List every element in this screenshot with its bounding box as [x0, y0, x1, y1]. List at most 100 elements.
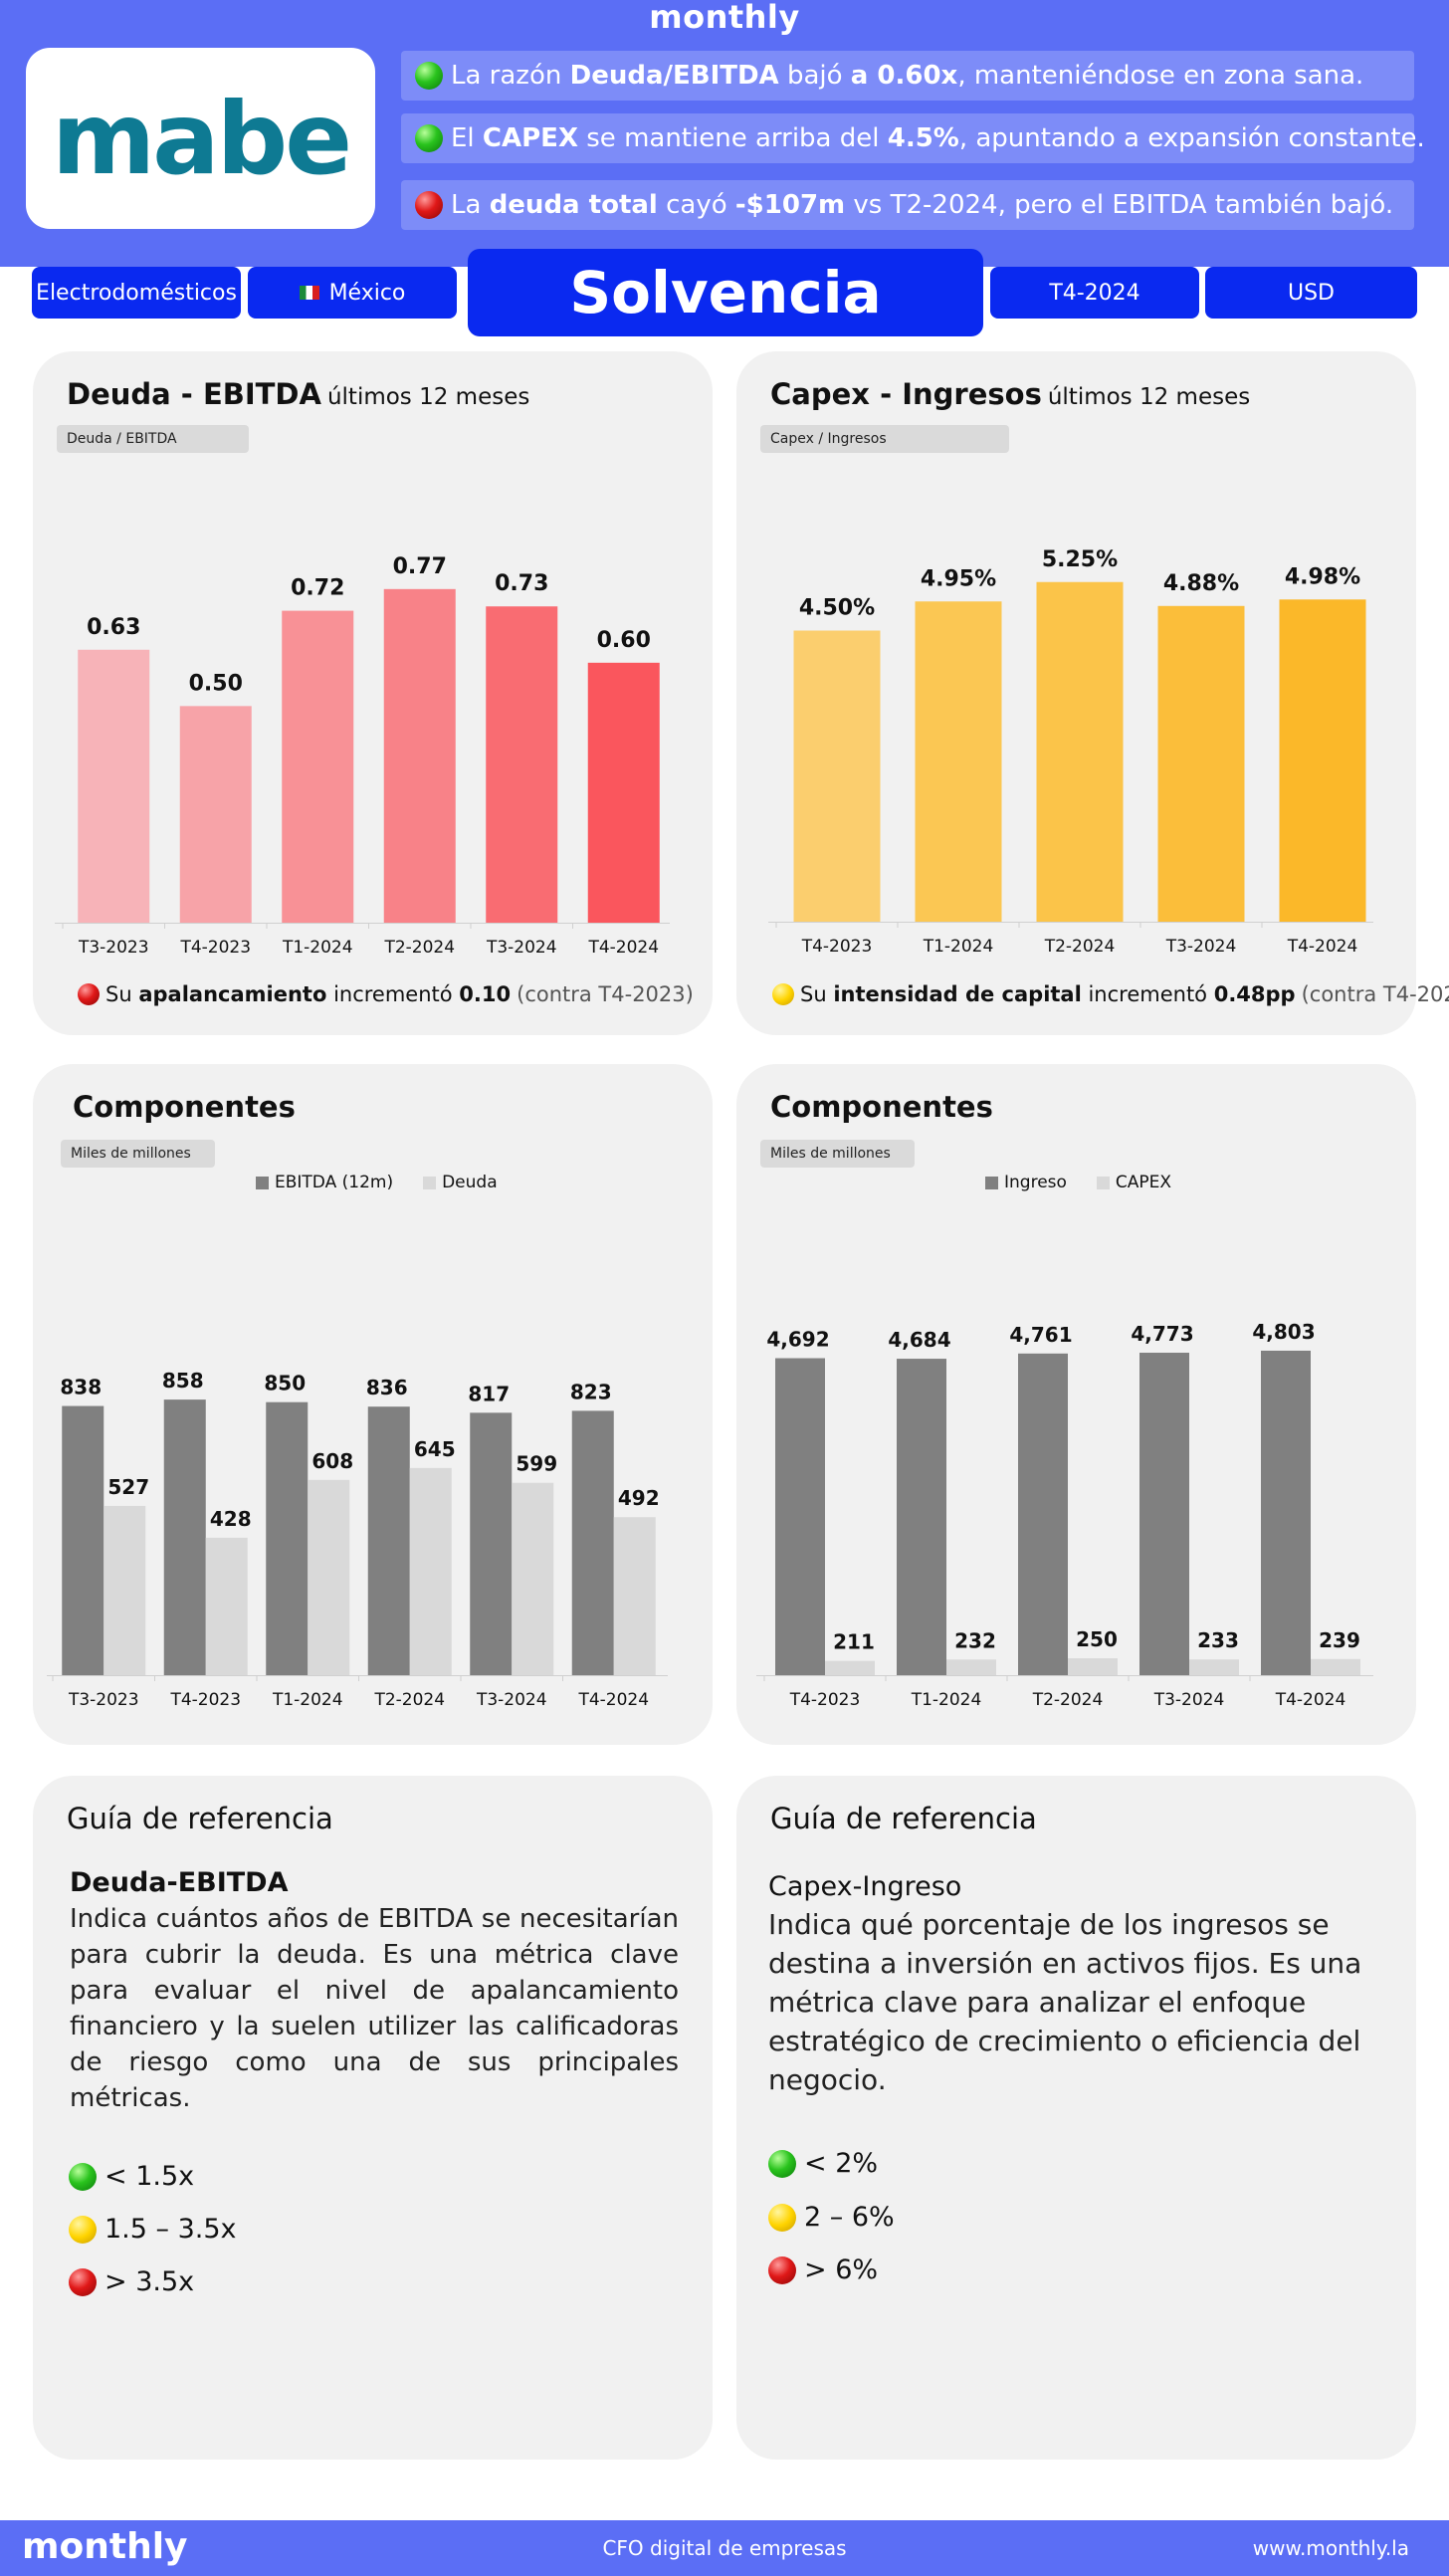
guide-right-threshold-1: < 2%: [768, 2148, 878, 2179]
bar-value-label: 4,773: [1131, 1322, 1193, 1346]
components-left-card: Componentes Miles de millones EBITDA (12…: [33, 1064, 713, 1745]
legend-label-capex: CAPEX: [1115, 1173, 1172, 1192]
green-dot-icon: [69, 2162, 97, 2191]
header-band: monthly mabe La razón Deuda/EBITDA bajó …: [0, 0, 1449, 267]
capex-income-chart: T4-2023 4.50% T1-2024 4.95% T2-2024 5.25% T3-2…: [768, 547, 1373, 957]
bar-value-label: 4,803: [1252, 1320, 1315, 1344]
page-title-text: Solvencia: [569, 259, 882, 326]
guide-left-threshold-1: < 1.5x: [69, 2161, 194, 2192]
bar-value-label: 858: [162, 1369, 204, 1393]
bar-value-label: 0.50: [189, 671, 243, 696]
bar-value-label: 211: [833, 1630, 875, 1654]
x-tick-label: T2-2024: [383, 938, 455, 958]
sector-pill[interactable]: Electrodomésticos: [32, 267, 241, 319]
x-tick-label: T4-2024: [1287, 937, 1358, 957]
bar-value-label: 599: [516, 1452, 557, 1476]
bar-value-label: 232: [954, 1628, 996, 1652]
bar: [486, 606, 558, 923]
bar-capex: [1189, 1659, 1239, 1675]
bar-ingreso: [897, 1359, 946, 1675]
bar-ebitda-12m: [163, 1399, 206, 1675]
bar-value-label: 428: [210, 1507, 252, 1531]
bar-ingreso: [775, 1358, 825, 1675]
bar-capex: [1068, 1658, 1118, 1675]
threshold-label: > 6%: [804, 2254, 879, 2285]
currency-pill[interactable]: USD: [1205, 267, 1417, 319]
bar-capex: [946, 1659, 996, 1675]
x-tick-label: T2-2024: [1032, 1690, 1104, 1710]
red-dot-icon: [78, 983, 100, 1005]
bar-value-label: 4,692: [766, 1328, 829, 1352]
x-tick-label: T3-2023: [68, 1690, 139, 1710]
bar: [383, 588, 456, 923]
red-dot-icon: [415, 191, 443, 219]
bar-value-label: 608: [311, 1449, 353, 1473]
x-tick-label: T4-2024: [1275, 1690, 1346, 1710]
insight-note-2: El CAPEX se mantiene arriba del 4.5%, ap…: [401, 113, 1425, 163]
threshold-label: 1.5 – 3.5x: [104, 2214, 237, 2245]
guide-right-card: Guía de referencia Capex-Ingreso Indica …: [736, 1776, 1416, 2460]
x-tick-label: T4-2023: [801, 937, 873, 957]
bar-value-label: 5.25%: [1042, 547, 1118, 572]
footer-tagline: CFO digital de empresas: [602, 2536, 847, 2560]
x-tick-label: T1-2024: [272, 1690, 343, 1710]
guide-right-heading: Capex-Ingreso: [768, 1871, 962, 1902]
capex-income-title-text: Capex - Ingresos: [770, 377, 1042, 411]
x-tick-label: T2-2024: [373, 1690, 445, 1710]
bar-value-label: 0.72: [291, 576, 344, 601]
debt-ebitda-tag: Deuda / EBITDA: [57, 425, 249, 453]
sector-label: Electrodomésticos: [36, 280, 237, 306]
footer-url[interactable]: www.monthly.la: [1252, 2536, 1409, 2560]
x-tick-label: T4-2024: [577, 1690, 649, 1710]
bar-deuda: [512, 1482, 554, 1675]
x-tick-label: T3-2024: [476, 1690, 547, 1710]
legend-swatch-ebitda: [256, 1176, 269, 1189]
green-dot-icon: [415, 124, 443, 152]
legend-label-ebitda: EBITDA (12m): [275, 1173, 394, 1192]
bar-ebitda-12m: [470, 1412, 513, 1675]
footnote-text: Su apalancamiento incrementó 0.10: [105, 982, 512, 1006]
guide-left-title: Guía de referencia: [67, 1802, 333, 1835]
bar: [1157, 605, 1245, 922]
bar-ebitda-12m: [266, 1401, 309, 1675]
bar-value-label: 239: [1319, 1628, 1360, 1652]
bar: [915, 601, 1002, 922]
debt-ebitda-footnote: Su apalancamiento incrementó 0.10 (contra…: [78, 982, 694, 1006]
x-tick-label: T1-2024: [911, 1690, 982, 1710]
guide-right-title: Guía de referencia: [770, 1802, 1037, 1835]
x-tick-label: T3-2024: [1165, 937, 1237, 957]
components-left-tag: Miles de millones: [61, 1140, 215, 1168]
mexico-flag-icon: [299, 286, 319, 300]
bar-deuda: [308, 1479, 350, 1675]
insight-note-3: La deuda total cayó -$107m vs T2-2024, p…: [401, 180, 1414, 230]
bar-value-label: 492: [618, 1486, 660, 1510]
bar-ingreso: [1018, 1353, 1068, 1675]
legend-label-deuda: Deuda: [442, 1173, 498, 1192]
threshold-label: > 3.5x: [104, 2266, 195, 2297]
bar-value-label: 4.50%: [799, 596, 875, 621]
period-pill[interactable]: T4-2024: [990, 267, 1199, 319]
bar-value-label: 527: [107, 1475, 149, 1499]
bar-value-label: 0.63: [87, 615, 140, 640]
bar-deuda: [205, 1537, 248, 1675]
country-pill[interactable]: México: [248, 267, 457, 319]
components-right-legend: Ingreso CAPEX: [985, 1173, 1171, 1192]
bar-value-label: 0.73: [495, 571, 548, 596]
insight-note-1: La razón Deuda/EBITDA bajó a 0.60x, mant…: [401, 51, 1414, 101]
x-tick-label: T2-2024: [1044, 937, 1116, 957]
bar: [587, 662, 660, 923]
x-tick-label: T3-2023: [78, 938, 149, 958]
bar-value-label: 4,761: [1009, 1323, 1072, 1347]
guide-left-threshold-3: > 3.5x: [69, 2266, 194, 2297]
bar-deuda: [613, 1517, 656, 1675]
debt-ebitda-chart: T3-2023 0.63 T4-2023 0.50 T1-2024 0.72 T2-2024…: [55, 554, 670, 958]
capex-income-tag: Capex / Ingresos: [760, 425, 1009, 453]
note-text: La razón Deuda/EBITDA bajó a 0.60x, mant…: [451, 61, 1364, 91]
debt-ebitda-title-text: Deuda - EBITDA: [67, 377, 321, 411]
x-tick-label: T4-2024: [587, 938, 659, 958]
bar-value-label: 817: [468, 1382, 510, 1405]
threshold-label: < 1.5x: [104, 2161, 195, 2192]
footer-brand: monthly: [22, 2526, 188, 2567]
bar-ingreso: [1261, 1350, 1311, 1675]
note-text: La deuda total cayó -$107m vs T2-2024, p…: [451, 190, 1394, 220]
